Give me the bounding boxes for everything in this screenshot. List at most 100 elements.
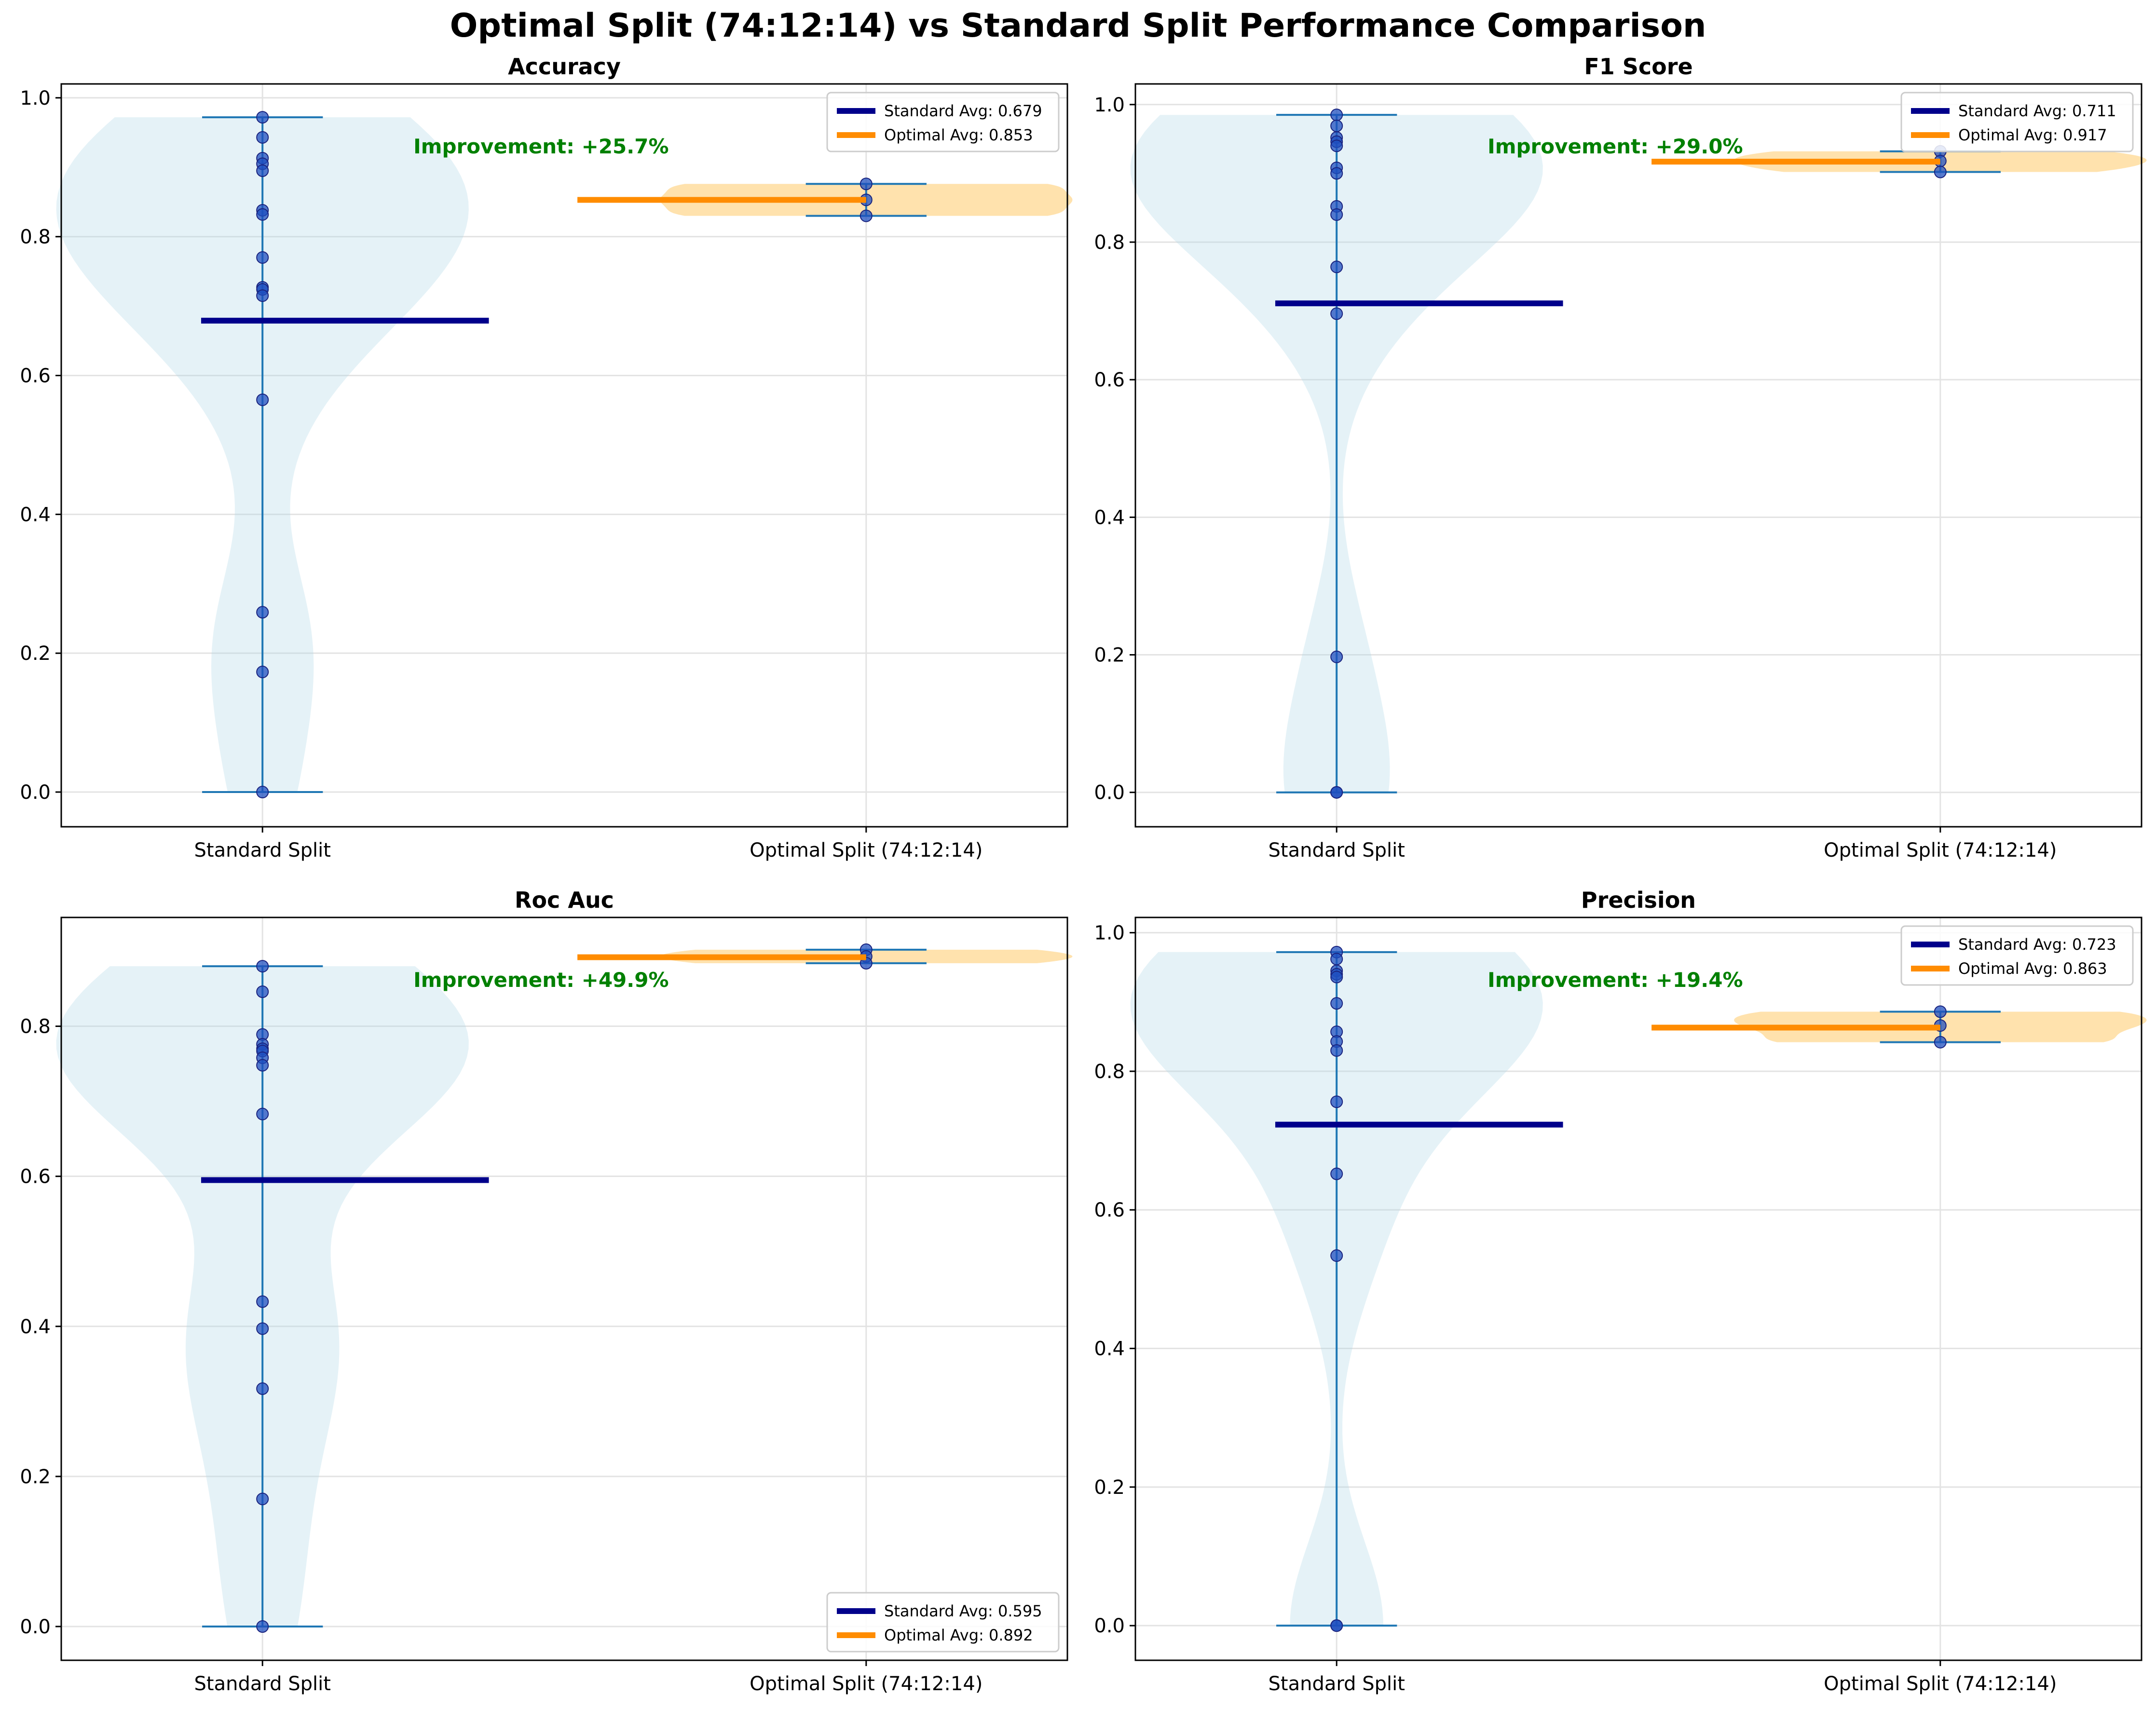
y-tick-label: 0.6 [1094, 1199, 1125, 1221]
data-point [1330, 167, 1343, 180]
data-point [1330, 971, 1343, 984]
panel-title: F1 Score [1584, 54, 1692, 80]
y-tick-label: 0.2 [1094, 644, 1125, 667]
y-tick-label: 0.2 [20, 643, 51, 665]
y-tick-label: 0.4 [20, 504, 51, 526]
figure-title: Optimal Split (74:12:14) vs Standard Spl… [450, 7, 1706, 45]
y-tick-label: 0.4 [20, 1316, 51, 1338]
data-point [1330, 139, 1343, 152]
data-point [256, 208, 269, 221]
data-point [256, 131, 269, 144]
y-tick-label: 0.8 [20, 226, 51, 248]
legend-label: Optimal Avg: 0.853 [884, 126, 1033, 144]
legend-label: Optimal Avg: 0.863 [1958, 959, 2107, 978]
y-tick-label: 1.0 [1094, 922, 1125, 944]
data-point [1934, 1036, 1947, 1049]
data-point [256, 786, 269, 799]
data-point [256, 111, 269, 124]
y-tick-label: 0.2 [1094, 1477, 1125, 1499]
x-tick-label: Standard Split [194, 1673, 331, 1695]
improvement-label: Improvement: +49.9% [413, 968, 669, 992]
panel-roc-auc: 0.0 0.2 0.4 0.6 0.8 Standard Split Optimal Spl… [20, 887, 1073, 1695]
y-tick-label: 1.0 [20, 87, 51, 109]
y-tick-label: 0.0 [20, 1616, 51, 1638]
y-tick-label: 0.6 [20, 1166, 51, 1188]
data-point [256, 164, 269, 177]
axes-frame [60, 83, 1068, 828]
data-point [1330, 1044, 1343, 1057]
y-tick-label: 0.4 [1094, 1338, 1125, 1360]
y-tick-label: 0.6 [20, 365, 51, 387]
y-tick-label: 0.6 [1094, 369, 1125, 391]
data-point [860, 178, 873, 191]
y-tick-label: 1.0 [1094, 94, 1125, 116]
x-tick-label: Optimal Split (74:12:14) [1824, 839, 2057, 861]
panel-title: Precision [1581, 887, 1696, 913]
data-point [1330, 786, 1343, 799]
legend-box [1900, 92, 2134, 152]
improvement-label: Improvement: +29.0% [1487, 135, 1743, 158]
data-point [1330, 650, 1343, 663]
x-tick-label: Optimal Split (74:12:14) [1824, 1673, 2057, 1695]
data-point [256, 1382, 269, 1395]
legend-label: Optimal Avg: 0.917 [1958, 126, 2107, 144]
panel-title: Roc Auc [515, 887, 614, 913]
data-point [256, 1492, 269, 1505]
panel-precision: 0.0 0.2 0.4 0.6 0.8 1.0 Standard Split Optimal … [1094, 887, 2147, 1695]
data-point [1330, 997, 1343, 1010]
data-point [256, 1107, 269, 1121]
data-point [256, 666, 269, 679]
data-point [1934, 165, 1947, 178]
panel-accuracy: 0.0 0.2 0.4 0.6 0.8 1.0 Standard Split Optimal … [20, 54, 1073, 861]
x-tick-label: Standard Split [1269, 839, 1405, 861]
panel-f1-score: 0.0 0.2 0.4 0.6 0.8 1.0 Standard Split Optimal … [1094, 54, 2147, 861]
data-point [860, 209, 873, 222]
data-point [1330, 1095, 1343, 1108]
legend-label: Standard Avg: 0.711 [1958, 102, 2116, 120]
data-point [256, 960, 269, 973]
x-tick-label: Standard Split [194, 839, 331, 861]
legend-label: Standard Avg: 0.723 [1958, 935, 2116, 954]
data-point [1330, 1249, 1343, 1262]
data-point [256, 985, 269, 998]
data-point [256, 1322, 269, 1335]
legend-box [826, 92, 1060, 152]
data-point [1330, 119, 1343, 132]
x-tick-label: Standard Split [1269, 1673, 1405, 1695]
legend-label: Standard Avg: 0.679 [884, 102, 1042, 120]
data-point [256, 289, 269, 302]
x-tick-label: Optimal Split (74:12:14) [750, 1673, 982, 1695]
panel-title: Accuracy [508, 54, 621, 80]
data-point [256, 251, 269, 264]
y-tick-label: 0.4 [1094, 506, 1125, 529]
data-point [1330, 260, 1343, 273]
data-point [1330, 1167, 1343, 1180]
y-tick-label: 0.0 [20, 781, 51, 804]
data-point [1330, 109, 1343, 122]
data-point [256, 1059, 269, 1072]
x-tick-label: Optimal Split (74:12:14) [750, 839, 982, 861]
data-point [256, 393, 269, 406]
improvement-label: Improvement: +25.7% [413, 135, 669, 158]
y-tick-label: 0.8 [1094, 232, 1125, 254]
data-point [256, 1620, 269, 1633]
y-tick-label: 0.8 [20, 1016, 51, 1038]
y-tick-label: 0.0 [1094, 1615, 1125, 1637]
improvement-label: Improvement: +19.4% [1487, 968, 1743, 992]
legend-box [1900, 925, 2134, 986]
legend-label: Optimal Avg: 0.892 [884, 1626, 1033, 1644]
legend-box [826, 1592, 1060, 1653]
data-point [1330, 307, 1343, 320]
data-point [256, 1295, 269, 1308]
axes-frame [60, 916, 1068, 1661]
data-point [1934, 1005, 1947, 1018]
data-point [256, 606, 269, 619]
data-point [1330, 208, 1343, 221]
axes-frame [1134, 916, 2142, 1661]
legend-label: Standard Avg: 0.595 [884, 1602, 1042, 1620]
data-point [1330, 953, 1343, 966]
y-tick-label: 0.0 [1094, 782, 1125, 804]
y-tick-label: 0.8 [1094, 1061, 1125, 1083]
y-tick-label: 0.2 [20, 1466, 51, 1488]
